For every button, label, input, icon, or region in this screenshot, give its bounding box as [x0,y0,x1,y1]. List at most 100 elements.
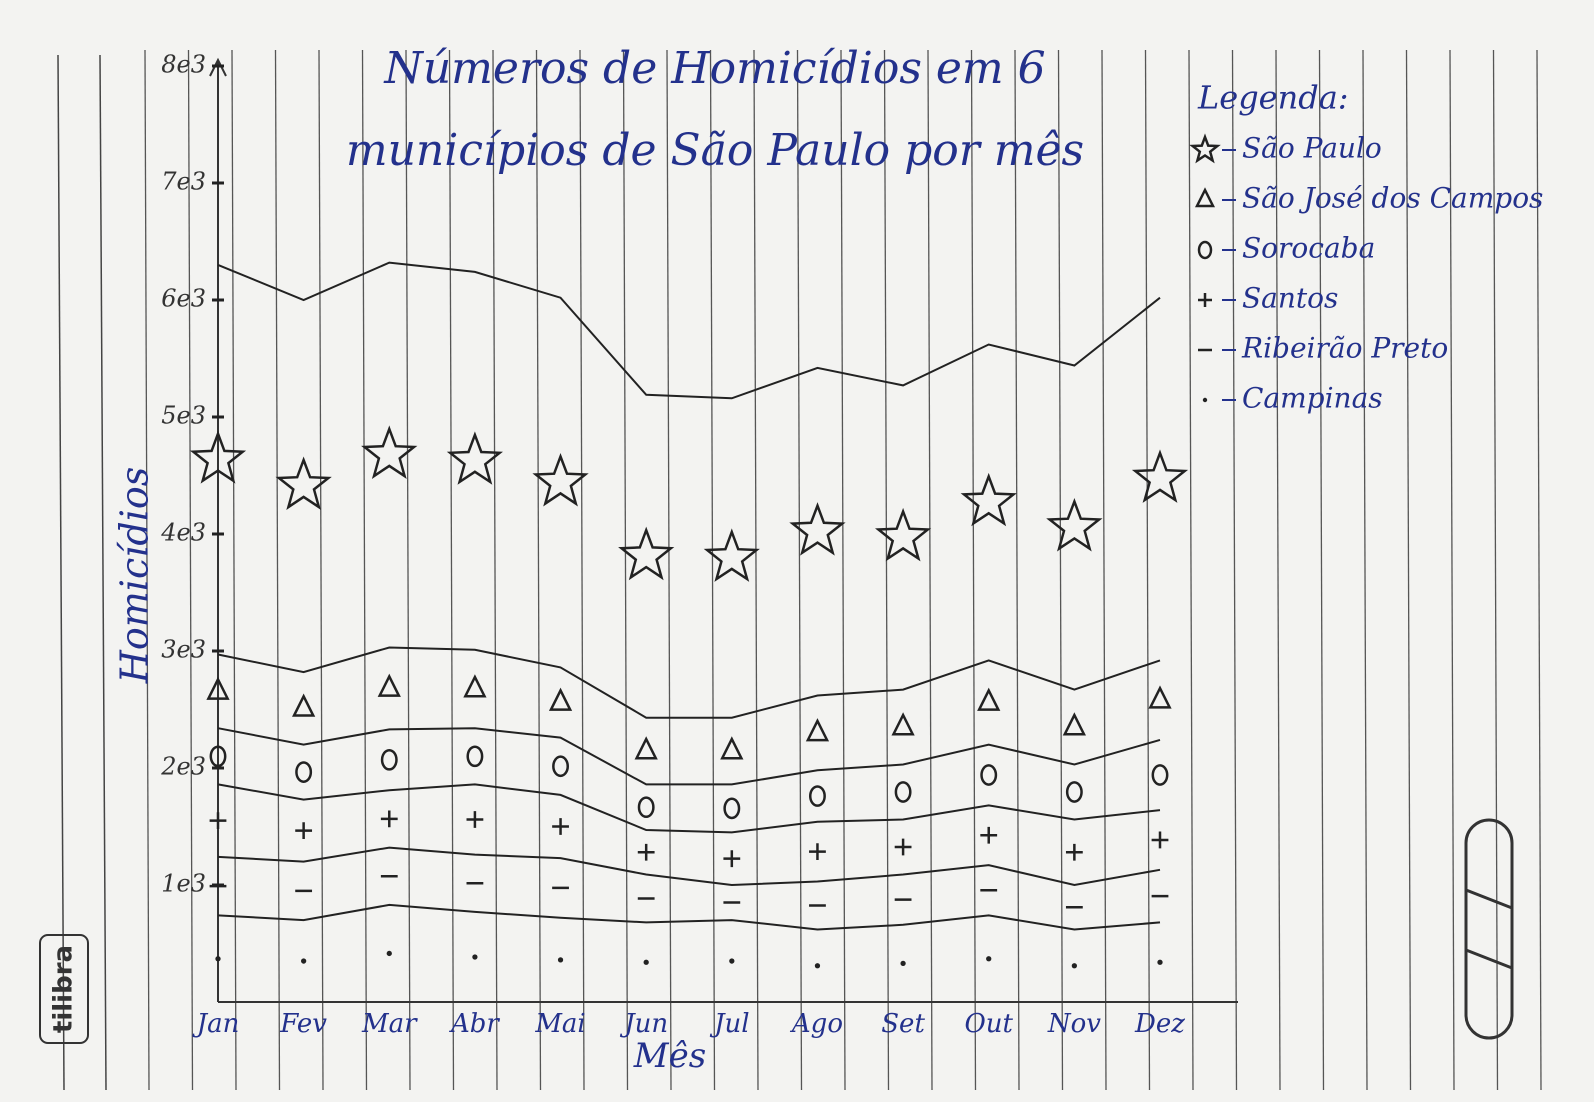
plus-marker [637,843,655,861]
star-marker [789,502,846,556]
paper-margin [99,54,107,1091]
area-boundary [217,783,1161,834]
dot-marker [215,956,221,962]
x-tick-label: Jul [709,1009,749,1039]
star-marker [1131,449,1189,503]
y-tick-label: 4e3 [160,519,206,547]
star-marker [618,526,675,581]
triangle-marker [720,736,744,760]
paper-line [187,49,194,1091]
dot-marker [814,963,821,969]
y-tick-label: 7e3 [161,168,206,196]
paper-line [1318,49,1325,1091]
circle-marker [552,755,569,778]
x-tick-label: Mar [361,1009,418,1039]
area-boundary [217,646,1161,719]
paper-line [1492,49,1499,1091]
paper-line [1014,49,1020,1091]
dot-marker [386,950,392,957]
paper-margin [57,54,65,1091]
plus-marker [809,843,826,861]
paper-line [1405,49,1412,1091]
capsule-line [1465,948,1513,970]
paper-line [622,49,629,1091]
circle-marker [809,785,826,807]
plus-marker [980,826,998,844]
y-tick-label: 6e3 [161,285,206,313]
triangle-marker [634,736,658,760]
star-marker [1189,133,1221,164]
dot-marker [729,958,735,964]
legend-title: Legenda: [1197,79,1349,117]
x-tick-label: Jun [619,1009,668,1039]
dot-marker [1157,959,1163,965]
triangle-marker [377,673,401,697]
capsule [1464,818,1514,1040]
paper-line [666,49,672,1091]
plus-marker [466,811,484,828]
x-tick-label: Out [964,1009,1013,1039]
paper-line [970,49,977,1091]
triangle-marker [1194,187,1216,208]
plus-marker [295,822,313,839]
dot-marker [643,959,649,965]
area-boundary [217,727,1161,786]
paper-line [1231,49,1238,1091]
dot-marker [900,960,906,967]
x-axis-label: Mês [633,1036,706,1076]
plus-marker [1151,831,1169,849]
legend-label: São José dos Campos [1242,182,1543,215]
plus-marker [723,850,741,868]
circle-marker [637,796,655,819]
y-tick-label: 5e3 [161,402,206,430]
paper-line [318,49,324,1091]
star-marker [446,431,503,485]
paper-line [144,49,150,1091]
legend-label: Santos [1242,282,1338,315]
triangle-marker [292,693,316,717]
x-tick-label: Nov [1047,1009,1101,1039]
paper-line [492,49,498,1091]
paper-line [840,49,846,1091]
brand-box [39,934,89,1044]
circle-marker [295,761,313,783]
triangle-marker [805,718,830,742]
paper-line [1188,49,1194,1091]
plus-marker [209,812,227,830]
y-tick-label: 1e3 [161,870,206,898]
circle-marker [1197,240,1213,260]
paper-line [535,49,542,1091]
triangle-marker [977,687,1001,711]
x-tick-label: Abr [449,1009,500,1039]
paper-line [1144,49,1151,1091]
paper [57,49,1542,1091]
brand: tilibra [49,945,79,1033]
capsule-line [1465,888,1513,910]
circle-marker [723,797,741,820]
paper-line [927,49,933,1091]
paper-line [405,49,411,1091]
star-marker [703,528,760,582]
y-axis-arrow [209,57,227,77]
circle-marker [1065,781,1083,803]
area-boundary [217,846,1161,887]
x-tick-label: Ago [790,1009,843,1039]
paper-line [709,49,716,1091]
legend-label: Ribeirão Preto [1241,332,1448,365]
dot-marker [1071,963,1078,969]
triangle-marker [1148,685,1172,709]
paper-line [1449,49,1455,1091]
chart-title: Números de Homicídios em 6 municípios de… [345,43,1085,176]
x-tick-label: Mai [534,1009,585,1039]
dot-marker [472,954,478,960]
paper-line [753,49,759,1091]
star-marker [361,425,418,480]
dot-marker [557,957,564,963]
circle-marker [466,745,484,768]
paper-line [579,49,585,1091]
x-tick-label: Fev [279,1009,327,1039]
paper-line [796,49,803,1091]
legend-label: São Paulo [1242,132,1382,165]
